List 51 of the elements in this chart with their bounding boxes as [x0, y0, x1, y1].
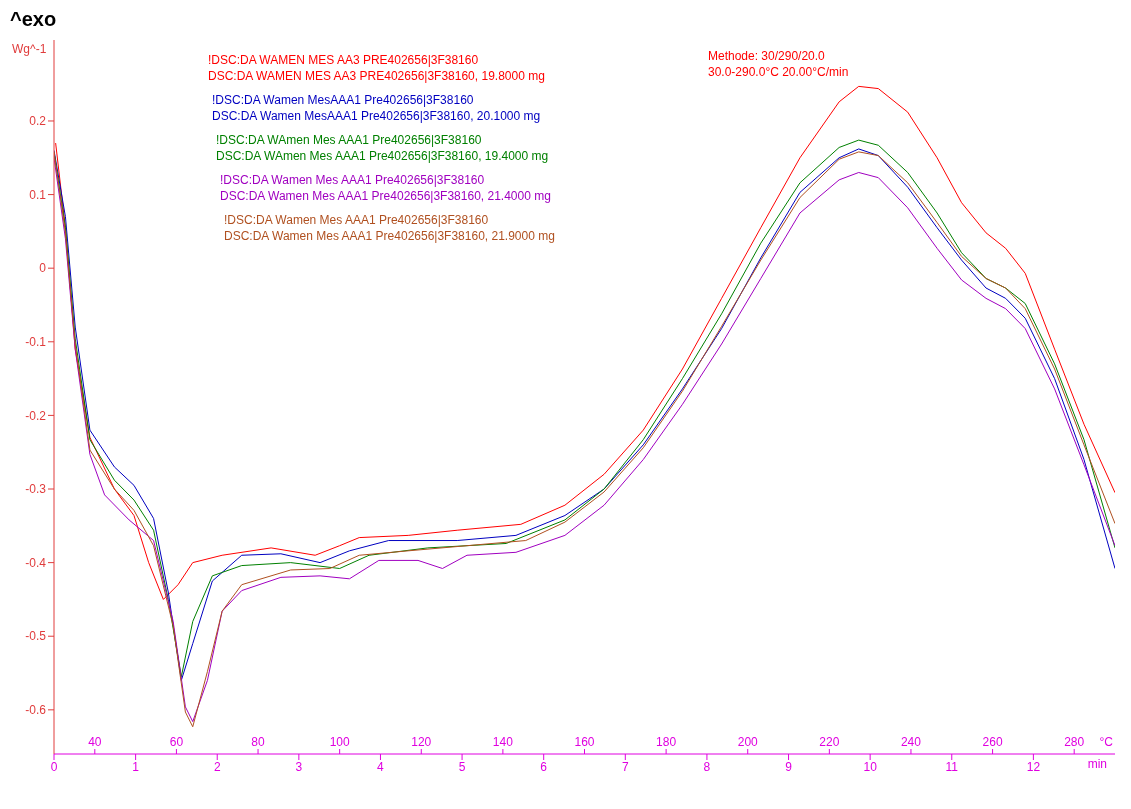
x2-tick-label: 140	[492, 735, 514, 749]
x2-axis-title: °C	[1099, 735, 1114, 749]
annotation: !DSC:DA Wamen Mes AAA1 Pre402656|3F38160	[224, 212, 490, 228]
chart-title: ^exo	[10, 8, 57, 31]
x2-tick-label: 60	[169, 735, 184, 749]
x-tick-label: 5	[458, 759, 466, 774]
x-axis-title: min	[1087, 757, 1107, 771]
x2-tick-label: 40	[88, 735, 102, 749]
y-tick-label: -0.3	[25, 482, 47, 497]
y-tick-label: -0.6	[25, 703, 47, 718]
x-tick-label: 10	[863, 759, 878, 774]
y-tick-label: 0	[39, 261, 47, 276]
annotation: 30.0-290.0°C 20.00°C/min	[708, 64, 849, 80]
x-tick-label: 6	[540, 759, 548, 774]
text: DSC:DA WAMEN MES AA3 PRE402656|3F38160, 19.8000 mg	[208, 68, 546, 84]
text: DSC:DA WAmen Mes AAA1 Pre402656|3F38160, 19.4000 mg	[216, 148, 550, 164]
annotation: !DSC:DA WAmen Mes AAA1 Pre402656|3F38160	[216, 132, 483, 148]
x-tick-label: 9	[785, 759, 793, 774]
y-tick-label: 0.2	[29, 114, 47, 129]
text: DSC:DA Wamen Mes AAA1 Pre402656|3F38160, 21.9000 mg	[224, 228, 555, 244]
annotation: Methode: 30/290/20.0	[708, 48, 826, 64]
text: DSC:DA Wamen MesAAA1 Pre402656|3F38160, 20.1000 mg	[212, 108, 542, 124]
x-tick-label: 3	[295, 759, 303, 774]
x2-tick-label: 80	[251, 735, 266, 749]
x2-tick-label: 160	[574, 735, 595, 749]
y-tick-label: -0.1	[25, 335, 47, 350]
y-axis-title: Wg^-1	[12, 42, 47, 56]
x2-tick-label: 240	[900, 735, 922, 749]
x-tick-label: 12	[1026, 759, 1041, 774]
annotation: !DSC:DA Wamen Mes AAA1 Pre402656|3F38160	[220, 172, 486, 188]
x2-tick-label: 200	[737, 735, 759, 749]
x-tick-label: 0	[50, 759, 58, 774]
x-tick-label: 1	[132, 759, 140, 774]
text: DSC:DA Wamen Mes AAA1 Pre402656|3F38160, 21.4000 mg	[220, 188, 552, 204]
x-tick-label: 11	[945, 759, 959, 774]
y-tick-label: -0.5	[25, 629, 47, 644]
x2-tick-label: 280	[1064, 735, 1085, 749]
x2-tick-label: 120	[411, 735, 432, 749]
y-tick-label: 0.1	[29, 187, 47, 202]
annotation: !DSC:DA Wamen MesAAA1 Pre402656|3F38160	[212, 92, 475, 108]
x2-tick-label: 180	[656, 735, 677, 749]
x-tick-label: 4	[377, 759, 385, 774]
x-tick-label: 7	[621, 759, 629, 774]
annotation: !DSC:DA WAMEN MES AA3 PRE402656|3F38160	[208, 52, 480, 68]
x-tick-label: 8	[703, 759, 711, 774]
y-tick-label: -0.4	[25, 555, 47, 570]
x-tick-label: 2	[213, 759, 221, 774]
x2-tick-label: 100	[329, 735, 350, 749]
x2-tick-label: 260	[982, 735, 1003, 749]
x2-tick-label: 220	[819, 735, 840, 749]
y-tick-label: -0.2	[25, 408, 47, 423]
